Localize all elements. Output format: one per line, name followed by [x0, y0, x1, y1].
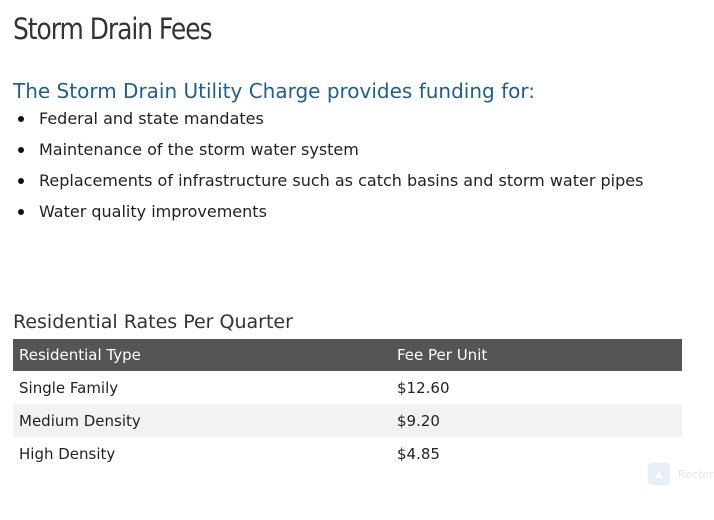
table-row: High Density $4.85: [13, 437, 682, 470]
rates-heading: Residential Rates Per Quarter: [13, 311, 293, 333]
floating-widget[interactable]: ▲ Recter: [648, 463, 714, 485]
column-header-fee: Fee Per Unit: [391, 339, 682, 371]
list-item-text: Federal and state mandates: [39, 109, 264, 128]
funding-heading: The Storm Drain Utility Charge provides …: [13, 79, 535, 103]
table-header-row: Residential Type Fee Per Unit: [13, 339, 682, 371]
column-header-type: Residential Type: [13, 339, 391, 371]
funding-list: Federal and state mandates Maintenance o…: [0, 107, 643, 231]
cell-fee: $12.60: [397, 378, 450, 397]
cell-residential-type: Medium Density: [13, 404, 391, 437]
cell-fee: $4.85: [397, 444, 440, 463]
bullet-icon: [18, 209, 24, 215]
bullet-icon: [18, 178, 24, 184]
cell-residential-type: High Density: [19, 444, 116, 463]
rates-table: Residential Type Fee Per Unit Single Fam…: [13, 339, 682, 470]
list-item-text: Water quality improvements: [39, 202, 267, 221]
table-row: Single Family $12.60: [13, 371, 682, 404]
table-row: Medium Density $9.20: [13, 404, 682, 437]
floating-widget-label[interactable]: Recter: [678, 467, 714, 481]
bullet-icon: [18, 147, 24, 153]
page-title: Storm Drain Fees: [13, 12, 213, 46]
list-item-text: Replacements of infrastructure such as c…: [39, 171, 644, 190]
list-item: Replacements of infrastructure such as c…: [0, 169, 643, 200]
chevron-up-icon[interactable]: ▲: [648, 463, 670, 485]
cell-residential-type: Single Family: [19, 378, 119, 397]
cell-fee: $9.20: [391, 404, 682, 437]
bullet-icon: [18, 116, 24, 122]
list-item: Federal and state mandates: [0, 107, 643, 138]
list-item: Maintenance of the storm water system: [0, 138, 643, 169]
list-item-text: Maintenance of the storm water system: [39, 140, 359, 159]
list-item: Water quality improvements: [0, 200, 643, 231]
